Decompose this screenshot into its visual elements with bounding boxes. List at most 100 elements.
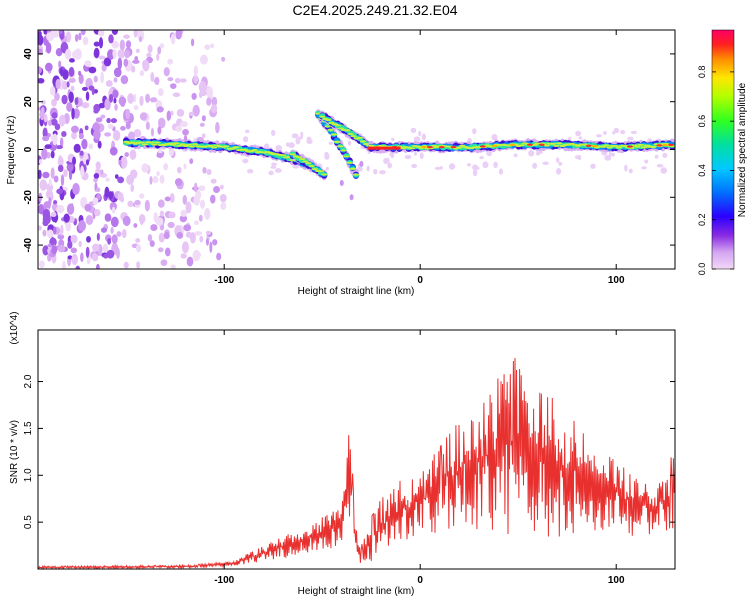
spectrogram-noise-cell: [590, 163, 596, 169]
spectrogram-noise-cell: [206, 168, 212, 176]
spectrogram-trace-cell: [151, 143, 158, 146]
spectrogram-noise-cell: [54, 92, 60, 101]
spectrogram-noise-cell: [95, 187, 101, 192]
spectrogram-noise-cell: [126, 174, 135, 185]
spectrogram-noise-cell: [95, 263, 100, 269]
spectrogram-panel: -100 0 100 -40 -20 0 20 40 Height of straight …: [6, 29, 676, 297]
spectrogram-noise-cell: [95, 161, 101, 170]
spectrogram-noise-cell: [242, 158, 249, 164]
spectrogram-noise-cell: [123, 58, 129, 67]
spectrogram-noise-cell: [528, 150, 535, 157]
spectrogram-noise-cell: [61, 131, 67, 137]
spectrogram-trace-cell: [295, 156, 303, 159]
spectrogram-noise-cell: [359, 160, 364, 167]
colorbar-label: Normalized spectral amplitude: [737, 82, 748, 217]
spectrogram-noise-cell: [66, 81, 70, 88]
spectrogram-noise-cell: [52, 133, 58, 146]
spectrogram-noise-cell: [111, 234, 118, 244]
spectrogram-noise-cell: [93, 47, 100, 59]
spectrogram-trace-cell: [634, 145, 641, 148]
spectrogram-trace-cell: [352, 173, 360, 176]
spectrogram-noise-cell: [57, 164, 64, 173]
spectrogram-noise-cell: [221, 56, 226, 62]
spectrogram-noise-cell: [216, 252, 222, 261]
spectrogram-noise-cell: [206, 97, 212, 106]
spectrogram-trace-cell: [141, 143, 149, 146]
spectrogram-noise-cell: [156, 106, 164, 113]
spectrogram-noise-cell: [124, 49, 131, 59]
spectrogram-noise-cell: [71, 107, 75, 120]
spectrogram-noise-cell: [132, 93, 137, 103]
spectrogram-noise-cell: [114, 103, 118, 111]
spectrogram-noise-cell: [70, 125, 79, 133]
spectrogram-noise-cell: [413, 151, 417, 156]
spectrogram-noise-cell: [413, 136, 421, 143]
spectrogram-noise-cell: [491, 134, 498, 141]
spectrogram-peak-cell: [626, 145, 633, 148]
spectrogram-noise-cell: [164, 247, 171, 257]
spectrogram-noise-cell: [210, 104, 218, 114]
spectrogram-noise-cell: [82, 36, 89, 46]
spectrogram-peak-cell: [585, 144, 592, 147]
spectrogram-noise-cell: [211, 96, 218, 107]
spectrogram-noise-cell: [200, 199, 205, 209]
spectrogram-y-tick-label: -20: [23, 190, 34, 205]
spectrogram-noise-cell: [85, 159, 90, 166]
spectrogram-noise-cell: [291, 133, 299, 139]
spectrogram-noise-cell: [106, 117, 111, 124]
spectrogram-trace-cell: [612, 144, 620, 147]
spectrogram-noise-cell: [50, 86, 56, 96]
spectrogram-noise-cell: [97, 140, 102, 149]
spectrogram-noise-cell: [542, 161, 550, 165]
spectrogram-noise-cell: [70, 85, 75, 92]
spectrogram-trace-cell: [637, 143, 645, 146]
spectrogram-noise-cell: [67, 255, 73, 260]
spectrogram-noise-cell: [150, 127, 154, 137]
spectrogram-noise-cell: [182, 194, 188, 205]
spectrogram-trace-cell: [368, 144, 375, 147]
spectrogram-noise-cell: [246, 169, 254, 174]
spectrogram-noise-cell: [163, 163, 169, 171]
spectrogram-noise-cell: [102, 243, 109, 253]
spectrogram-noise-cell: [604, 154, 612, 161]
spectrogram-x-tick-label: 100: [608, 275, 625, 286]
spectrogram-noise-cell: [123, 261, 129, 269]
spectrogram-noise-cell: [104, 213, 112, 222]
spectrogram-noise-cell: [42, 135, 50, 142]
spectrogram-noise-cell: [347, 140, 352, 146]
spectrogram-noise-cell: [575, 130, 582, 137]
spectrogram-noise-cell: [72, 183, 80, 195]
spectrogram-noise-cell: [175, 125, 183, 132]
spectrogram-noise-cell: [46, 183, 54, 192]
spectrogram-noise-cell: [42, 229, 47, 237]
spectrogram-noise-cell: [242, 136, 249, 143]
spectrogram-trace-cell: [242, 149, 249, 152]
spectrogram-trace-cell: [170, 143, 177, 146]
spectrogram-noise-cell: [183, 224, 192, 232]
spectrogram-noise-cell: [482, 161, 489, 169]
spectrogram-noise-cell: [58, 30, 63, 35]
spectrogram-trace-cell: [430, 144, 438, 147]
spectrogram-noise-cell: [201, 133, 206, 139]
spectrogram-trace-cell: [327, 128, 335, 131]
spectrogram-noise-cell: [620, 129, 626, 135]
spectrogram-noise-cell: [168, 211, 176, 219]
spectrogram-noise-cell: [55, 47, 63, 57]
spectrogram-noise-cell: [448, 163, 456, 170]
spectrogram-noise-cell: [92, 197, 99, 205]
spectrogram-trace-cell: [148, 141, 155, 144]
spectrogram-noise-cell: [167, 77, 174, 82]
spectrogram-trace-cell: [185, 143, 193, 146]
spectrogram-noise-cell: [62, 260, 66, 269]
spectrogram-noise-cell: [131, 65, 136, 73]
spectrogram-noise-cell: [106, 249, 115, 259]
spectrogram-peak-cell: [367, 146, 401, 150]
snr-y-ticks: 0.5 1.0 1.5 2.0: [23, 374, 675, 529]
spectrogram-noise-cell: [149, 240, 155, 247]
spectrogram-noise-cell: [51, 112, 58, 119]
spectrogram-noise-cell: [42, 208, 51, 221]
spectrogram-noise-cell: [189, 232, 196, 244]
spectrogram-noise-cell: [100, 71, 104, 84]
spectrogram-noise-cell: [134, 55, 139, 62]
